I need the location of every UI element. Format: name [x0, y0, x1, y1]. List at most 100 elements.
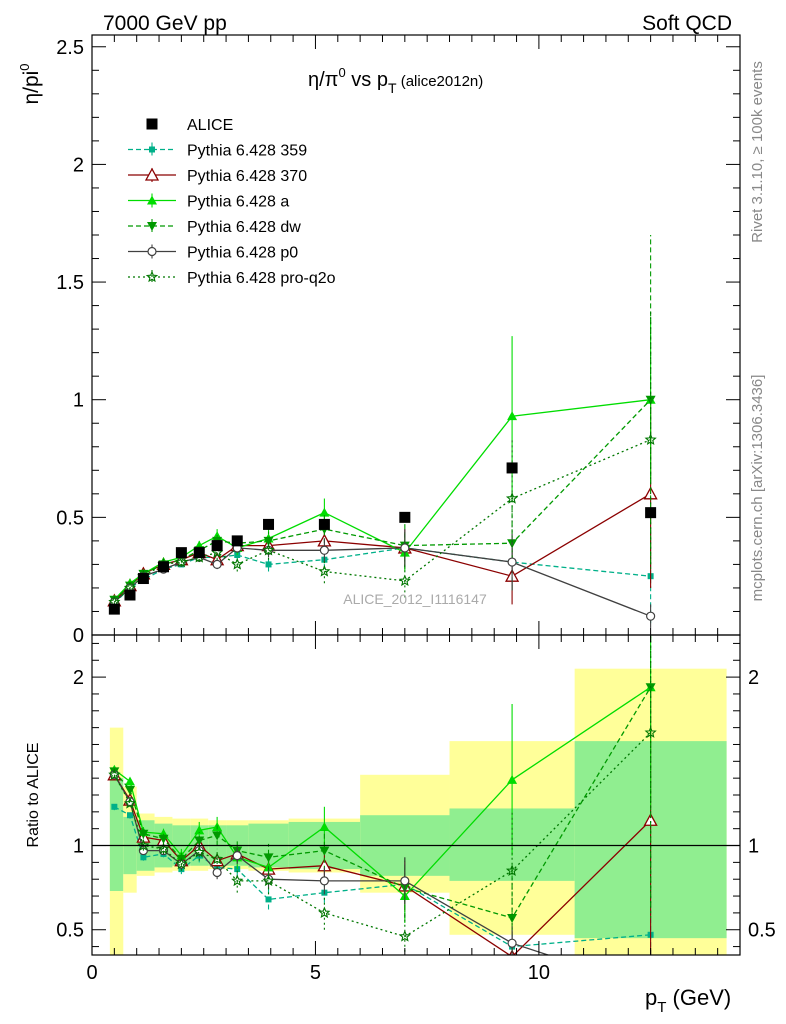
y-tick-label: 0.5 [56, 507, 84, 529]
legend-label: Pythia 6.428 p0 [187, 245, 298, 262]
data-point [644, 433, 657, 445]
ratio-point [232, 851, 242, 861]
plot-title-main: η/π [308, 69, 338, 91]
data-point [400, 543, 410, 553]
ratio-point [194, 836, 205, 846]
y-axis-label-bottom: Ratio to ALICE [25, 743, 42, 848]
legend-label: ALICE [187, 117, 233, 134]
ratio-point [263, 853, 274, 863]
alice-point [108, 603, 120, 615]
analysis-watermark: ALICE_2012_I1116147 [343, 591, 487, 607]
data-point [645, 395, 656, 405]
ratio-point [157, 842, 170, 855]
ratio-point [212, 867, 222, 878]
legend: ALICE Pythia 6.428 359 Pythia 6.428 370 Pyt… [128, 117, 336, 287]
data-point [263, 536, 274, 546]
y-axis-label-top: η/pi0 [17, 63, 43, 104]
alice-point [211, 540, 223, 552]
ratio-point [212, 831, 223, 841]
plot-title-sub: T [388, 80, 397, 96]
ratio-point [505, 864, 519, 876]
data-point [262, 543, 275, 556]
legend-entry-alice: ALICE [146, 117, 233, 134]
main-panel-series [107, 235, 658, 628]
ratio-point [400, 876, 410, 886]
data-point [265, 561, 272, 568]
y-tick-label: 2 [73, 154, 84, 176]
data-point [212, 559, 222, 570]
data-point [319, 545, 329, 555]
ratio-y-tick-label-right: 1 [748, 836, 759, 858]
ratio-point [211, 852, 224, 865]
ratio-point [398, 930, 411, 942]
ratio-point [193, 845, 206, 858]
plot-title-mid: vs p [346, 69, 388, 91]
ratio-point [194, 825, 205, 835]
ratio-y-tick-label: 0.5 [56, 920, 84, 942]
x-axis-label-unit: (GeV) [666, 985, 731, 1010]
y-axis-label-top-sup: 0 [17, 63, 32, 70]
x-tick-label: 5 [310, 962, 321, 984]
y-tick-label: 1 [73, 390, 84, 412]
x-axis-label-sub: T [657, 999, 666, 1016]
series-line [113, 399, 652, 601]
data-point [175, 555, 188, 568]
alice-point [193, 547, 205, 559]
legend-label: Pythia 6.428 a [187, 194, 289, 211]
legend-entry-p370: Pythia 6.428 370 [128, 167, 307, 185]
series-line [113, 439, 651, 603]
series-pdw [109, 235, 656, 605]
y-tick-label: 2.5 [56, 37, 84, 59]
series-p370 [107, 399, 658, 607]
alice-point [124, 589, 136, 601]
ratio-y-tick-label: 2 [73, 667, 84, 689]
legend-marker [147, 246, 157, 257]
ratio-point [124, 785, 135, 795]
legend-marker [146, 118, 158, 130]
ratio-point [319, 876, 329, 886]
y-tick-label: 1.5 [56, 272, 84, 294]
ratio-point [231, 874, 244, 887]
ratio-y-tick-label-right: 2 [748, 667, 759, 689]
plot-title-sup: 0 [338, 65, 345, 80]
alice-point [263, 518, 275, 530]
data-point [505, 492, 519, 504]
alice-point [175, 547, 187, 559]
legend-marker [144, 167, 160, 181]
ratio-point [140, 854, 147, 861]
alice-point [506, 462, 518, 474]
x-axis-label-main: p [645, 985, 657, 1010]
ratio-point [265, 896, 272, 903]
alice-data-points [108, 462, 657, 615]
ratio-point [138, 829, 149, 839]
legend-entry-pa: Pythia 6.428 a [128, 193, 289, 211]
axes: 00.511.522.50.5 0.51 12 20 5 10 [56, 34, 776, 984]
data-point [318, 565, 331, 577]
alice-point [318, 518, 330, 530]
header-right: Soft QCD [642, 12, 732, 35]
header-left: 7000 GeV pp [103, 12, 227, 35]
series-pp0 [109, 529, 656, 628]
legend-entry-pq2o: Pythia 6.428 pro-q2o [128, 270, 336, 287]
ratio-point [644, 726, 657, 738]
ratio-point [123, 796, 137, 809]
legend-marker [147, 222, 157, 231]
ratio-point [111, 803, 118, 810]
ratio-y-tick-label: 1 [73, 836, 84, 858]
ratio-point [175, 857, 188, 870]
data-point [646, 611, 656, 621]
data-point [398, 574, 411, 587]
ratio-point [319, 822, 330, 831]
x-tick-label: 10 [528, 962, 550, 984]
legend-label: Pythia 6.428 pro-q2o [187, 270, 336, 287]
legend-label: Pythia 6.428 370 [187, 168, 307, 185]
band-inner [109, 778, 124, 891]
side-label-bottom: mcplots.cern.ch [arXiv:1306.3436] [749, 375, 766, 602]
legend-entry-p359: Pythia 6.428 359 [128, 142, 307, 160]
ratio-point [137, 839, 150, 851]
series-pq2o [108, 310, 657, 608]
data-point [507, 557, 517, 567]
y-tick-label: 0 [73, 625, 84, 647]
data-point [231, 557, 244, 570]
